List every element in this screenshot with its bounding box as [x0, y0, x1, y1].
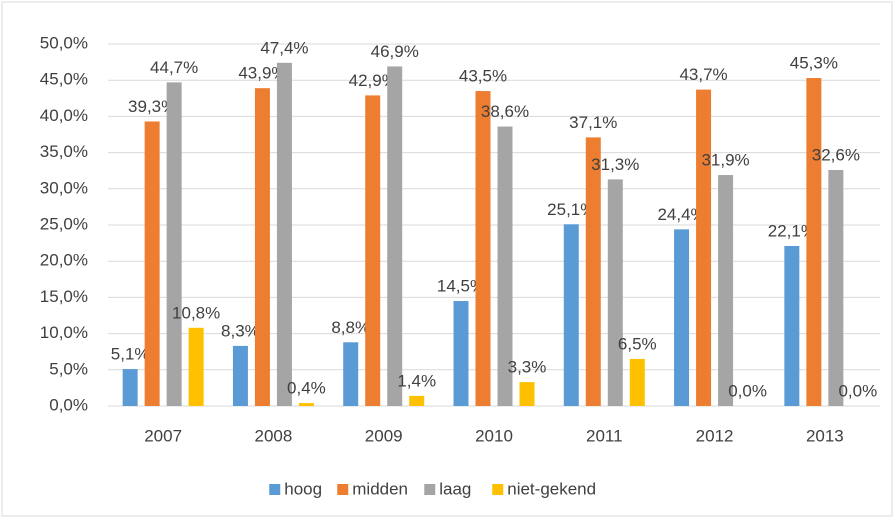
- bar: [232, 345, 248, 406]
- bar: [166, 82, 182, 406]
- data-label: 0,0%: [728, 381, 767, 400]
- data-label: 46,9%: [371, 42, 419, 61]
- data-label: 32,6%: [812, 145, 860, 164]
- data-label: 31,3%: [591, 155, 639, 174]
- bar: [718, 175, 734, 406]
- legend-swatch: [424, 484, 436, 495]
- bar: [122, 369, 138, 406]
- bar: [519, 382, 535, 406]
- bar: [696, 89, 712, 406]
- bar: [497, 126, 513, 406]
- bar: [343, 342, 359, 406]
- bar: [629, 358, 645, 406]
- data-label: 43,7%: [679, 65, 727, 84]
- legend-swatch: [492, 484, 504, 495]
- data-label: 38,6%: [481, 102, 529, 121]
- y-tick-label: 5,0%: [49, 359, 88, 378]
- data-label: 8,8%: [331, 318, 370, 337]
- data-label: 3,3%: [508, 358, 547, 377]
- bar: [387, 66, 403, 406]
- data-label: 1,4%: [397, 371, 436, 390]
- data-label: 8,3%: [221, 321, 260, 340]
- legend-swatch: [269, 484, 281, 495]
- data-label: 39,3%: [128, 97, 176, 116]
- data-label: 31,9%: [701, 151, 749, 170]
- data-label: 25,1%: [547, 200, 595, 219]
- y-tick-label: 25,0%: [40, 214, 88, 233]
- legend-label: hoog: [284, 479, 322, 498]
- data-label: 0,0%: [838, 381, 877, 400]
- bar: [585, 137, 601, 406]
- legend-label: niet-gekend: [507, 479, 596, 498]
- x-tick-label: 2008: [255, 426, 293, 445]
- data-label: 0,4%: [287, 379, 326, 398]
- bar: [475, 91, 491, 406]
- bar: [607, 179, 623, 406]
- y-tick-label: 15,0%: [40, 287, 88, 306]
- legend-swatch: [337, 484, 349, 495]
- data-label: 10,8%: [172, 303, 220, 322]
- bar: [828, 169, 844, 406]
- data-label: 6,5%: [618, 334, 657, 353]
- bar: [674, 229, 690, 406]
- data-label: 24,4%: [657, 205, 705, 224]
- data-label: 43,5%: [459, 67, 507, 86]
- data-label: 45,3%: [790, 54, 838, 73]
- y-tick-label: 45,0%: [40, 70, 88, 89]
- bar: [144, 121, 160, 406]
- data-label: 43,9%: [238, 64, 286, 83]
- bar: [188, 327, 204, 406]
- y-tick-label: 40,0%: [40, 106, 88, 125]
- bar: [806, 78, 822, 406]
- legend-label: laag: [439, 479, 471, 498]
- x-tick-label: 2009: [365, 426, 403, 445]
- data-label: 47,4%: [260, 38, 308, 57]
- data-label: 37,1%: [569, 113, 617, 132]
- x-tick-label: 2010: [475, 426, 513, 445]
- legend-label: midden: [352, 479, 408, 498]
- bar: [254, 88, 270, 406]
- bar: [365, 95, 381, 407]
- data-label: 14,5%: [437, 277, 485, 296]
- data-label: 42,9%: [349, 71, 397, 90]
- x-tick-label: 2013: [806, 426, 844, 445]
- bar: [409, 395, 425, 406]
- x-tick-label: 2011: [586, 426, 623, 445]
- data-label: 22,1%: [768, 221, 816, 240]
- y-tick-label: 50,0%: [40, 33, 88, 52]
- bar: [563, 224, 579, 406]
- y-tick-label: 30,0%: [40, 178, 88, 197]
- data-label: 5,1%: [111, 345, 150, 364]
- x-tick-label: 2012: [696, 426, 734, 445]
- x-tick-label: 2007: [144, 426, 182, 445]
- y-tick-label: 0,0%: [49, 395, 88, 414]
- bar: [453, 301, 469, 406]
- bar: [784, 245, 800, 406]
- y-tick-label: 10,0%: [40, 323, 88, 342]
- y-tick-label: 35,0%: [40, 142, 88, 161]
- bar: [276, 62, 292, 406]
- data-label: 44,7%: [150, 58, 198, 77]
- bar: [298, 403, 314, 406]
- y-tick-label: 20,0%: [40, 251, 88, 270]
